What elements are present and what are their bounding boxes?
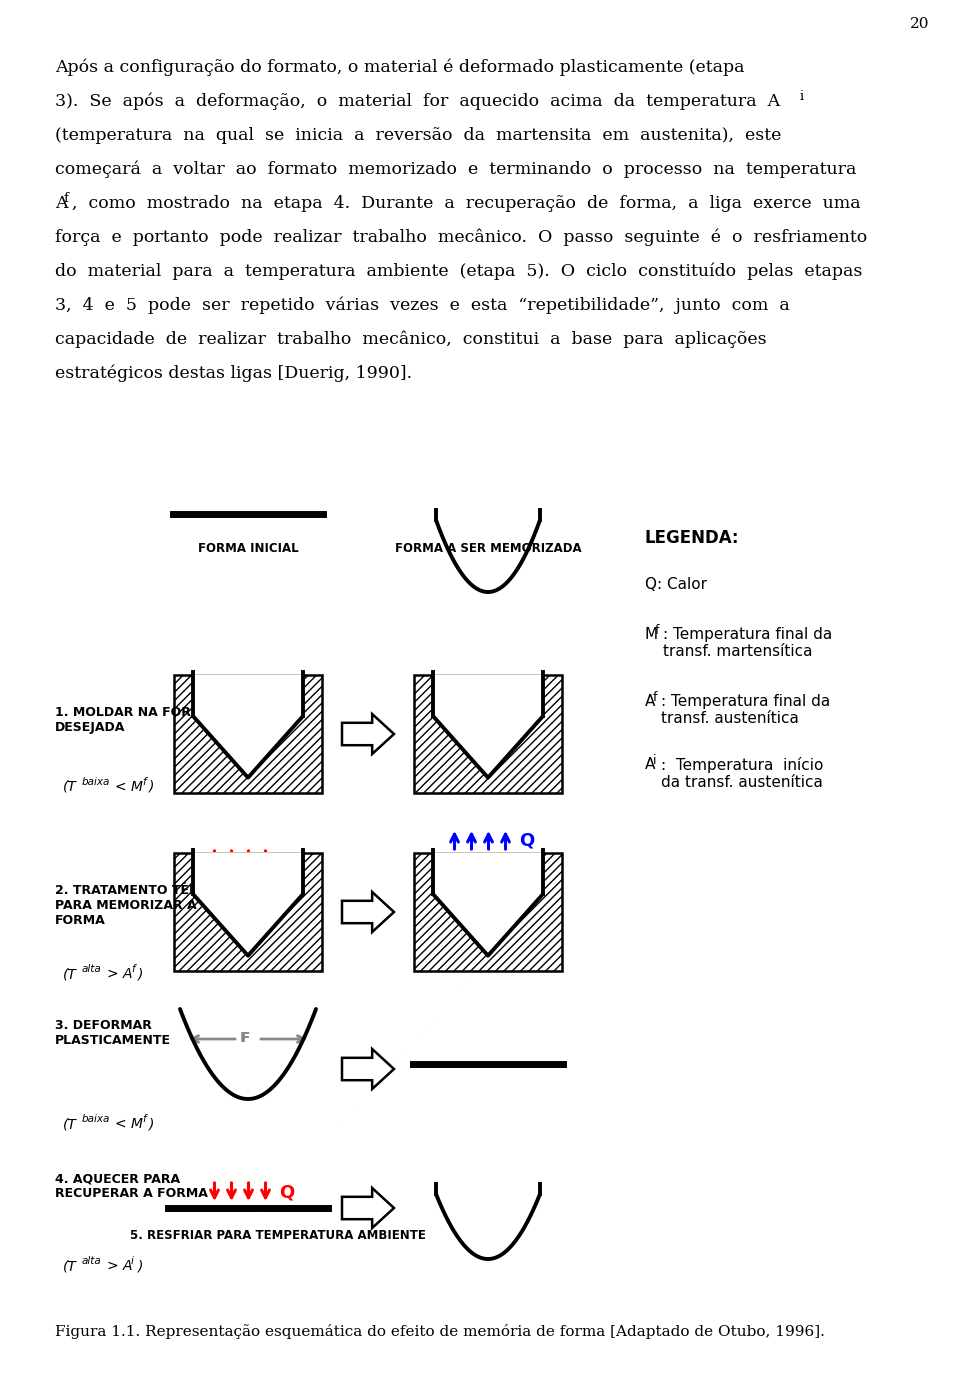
Text: estratégicos destas ligas [Duerig, 1990].: estratégicos destas ligas [Duerig, 1990]… <box>55 365 412 382</box>
Text: baixa: baixa <box>82 1114 110 1123</box>
Polygon shape <box>342 1188 394 1228</box>
Bar <box>174 853 322 971</box>
Text: capacidade  de  realizar  trabalho  mecânico,  constitui  a  base  para  aplicaç: capacidade de realizar trabalho mecânico… <box>55 332 767 348</box>
Text: A: A <box>55 194 67 213</box>
Text: A: A <box>645 757 656 772</box>
Text: (T: (T <box>63 1116 77 1130</box>
Polygon shape <box>433 853 542 956</box>
Text: baixa: baixa <box>82 776 110 788</box>
Text: ): ) <box>138 967 143 981</box>
Text: ): ) <box>149 1116 155 1130</box>
Bar <box>414 674 562 793</box>
Bar <box>414 853 562 971</box>
Text: alta: alta <box>82 964 102 974</box>
Text: 3,  4  e  5  pode  ser  repetido  várias  vezes  e  esta  “repetibilidade”,  jun: 3, 4 e 5 pode ser repetido várias vezes … <box>55 297 790 315</box>
Text: i: i <box>800 90 804 104</box>
Text: i: i <box>653 754 657 767</box>
Text: 1. MOLDAR NA FORMA
DESEJADA: 1. MOLDAR NA FORMA DESEJADA <box>55 706 213 734</box>
Text: do  material  para  a  temperatura  ambiente  (etapa  5).  O  ciclo  constituído: do material para a temperatura ambiente … <box>55 263 862 281</box>
Text: Após a configuração do formato, o material é deformado plasticamente (etapa: Após a configuração do formato, o materi… <box>55 59 745 77</box>
Text: força  e  portanto  pode  realizar  trabalho  mecânico.  O  passo  seguinte  é  : força e portanto pode realizar trabalho … <box>55 229 867 246</box>
Text: A: A <box>645 694 656 709</box>
Text: ): ) <box>149 781 155 795</box>
Bar <box>174 674 322 793</box>
Polygon shape <box>193 674 302 778</box>
Text: f: f <box>655 624 660 637</box>
Text: 2. TRATAMENTO TÉRMICO
PARA MEMORIZAR A
FORMA: 2. TRATAMENTO TÉRMICO PARA MEMORIZAR A F… <box>55 884 235 928</box>
Text: f: f <box>142 1114 146 1123</box>
Text: : Temperatura final da
transf. martensítica: : Temperatura final da transf. martensít… <box>663 627 832 659</box>
Text: 4. AQUECER PARA
RECUPERAR A FORMA: 4. AQUECER PARA RECUPERAR A FORMA <box>55 1172 208 1200</box>
Text: FORMA A SER MEMORIZADA: FORMA A SER MEMORIZADA <box>395 541 582 555</box>
Text: (T: (T <box>63 1259 77 1273</box>
Text: F: F <box>240 1031 250 1045</box>
Text: LEGENDA:: LEGENDA: <box>645 529 739 547</box>
Text: < M: < M <box>115 1116 143 1130</box>
Text: 3. DEFORMAR
PLASTICAMENTE: 3. DEFORMAR PLASTICAMENTE <box>55 1018 171 1046</box>
Bar <box>414 674 562 793</box>
Text: Q: Q <box>519 831 535 849</box>
Text: 20: 20 <box>910 17 929 31</box>
Text: 3).  Se  após  a  deformação,  o  material  for  aquecido  acima  da  temperatur: 3). Se após a deformação, o material for… <box>55 92 780 111</box>
Text: Q: Calor: Q: Calor <box>645 576 707 592</box>
Text: < M: < M <box>115 781 143 795</box>
Polygon shape <box>342 1049 394 1088</box>
Text: ): ) <box>138 1259 143 1273</box>
Text: : Temperatura final da
transf. austenítica: : Temperatura final da transf. austeníti… <box>661 694 830 726</box>
Text: > A: > A <box>107 967 132 981</box>
Text: (T: (T <box>63 967 77 981</box>
Text: f: f <box>131 964 134 974</box>
Text: (temperatura  na  qual  se  inicia  a  reversão  da  martensita  em  austenita),: (temperatura na qual se inicia a reversã… <box>55 127 781 144</box>
Text: f: f <box>653 691 658 704</box>
Text: i: i <box>131 1256 133 1266</box>
Text: começará  a  voltar  ao  formato  memorizado  e  terminando  o  processo  na  te: começará a voltar ao formato memorizado … <box>55 161 856 179</box>
Text: :  Temperatura  início
da transf. austenítica: : Temperatura início da transf. austenít… <box>661 757 824 790</box>
Polygon shape <box>342 713 394 754</box>
Text: f: f <box>64 192 69 206</box>
Text: alta: alta <box>82 1256 102 1266</box>
Text: M: M <box>645 627 659 642</box>
Text: F: F <box>241 1031 250 1045</box>
Text: 5. RESFRIAR PARA TEMPERATURA AMBIENTE: 5. RESFRIAR PARA TEMPERATURA AMBIENTE <box>130 1228 426 1242</box>
Bar <box>414 853 562 971</box>
Polygon shape <box>342 893 394 932</box>
Text: (T: (T <box>63 781 77 795</box>
Text: Q: Q <box>279 851 295 869</box>
Bar <box>174 674 322 793</box>
Text: Q: Q <box>279 1184 295 1200</box>
Text: Figura 1.1. Representação esquemática do efeito de memória de forma [Adaptado de: Figura 1.1. Representação esquemática do… <box>55 1323 825 1339</box>
Text: FORMA INICIAL: FORMA INICIAL <box>198 541 299 555</box>
Polygon shape <box>193 853 302 956</box>
Text: > A: > A <box>107 1259 132 1273</box>
Text: f: f <box>142 776 146 788</box>
Text: ,  como  mostrado  na  etapa  4.  Durante  a  recuperação  de  forma,  a  liga  : , como mostrado na etapa 4. Durante a re… <box>72 194 860 213</box>
Polygon shape <box>433 674 542 778</box>
Bar <box>174 853 322 971</box>
